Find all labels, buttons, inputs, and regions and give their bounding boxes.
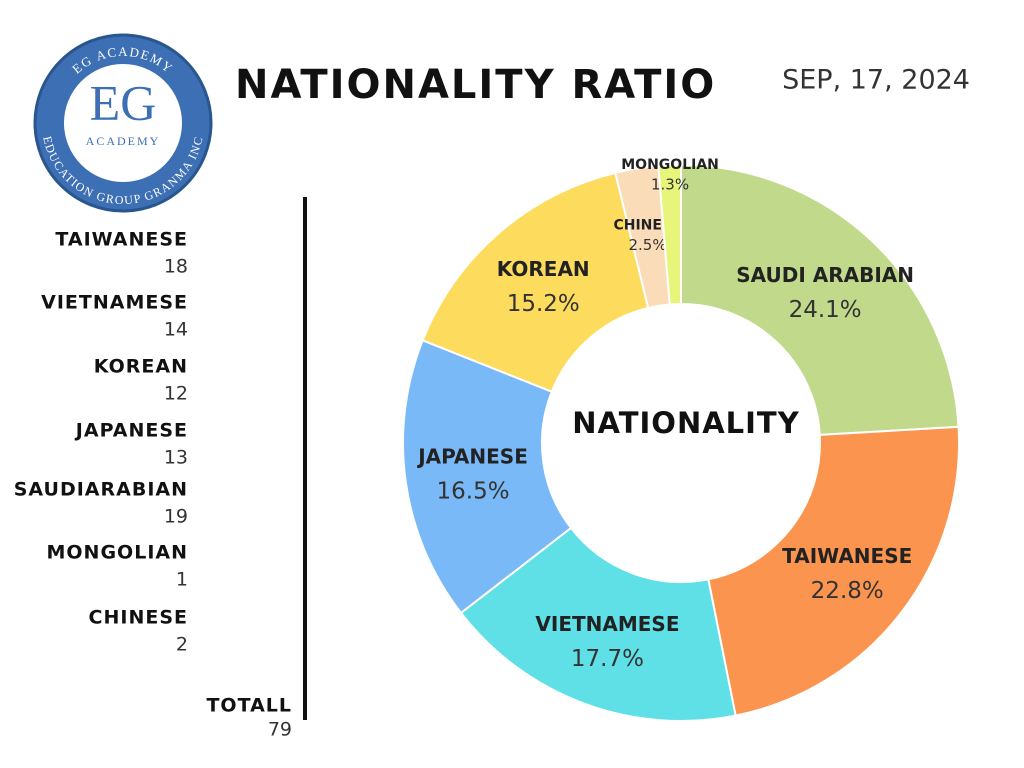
count-value: 18 xyxy=(164,256,188,278)
count-label: VIETNAMESE xyxy=(41,292,188,314)
count-label: KOREAN xyxy=(94,356,188,378)
count-value: 12 xyxy=(164,383,188,405)
counts-list: TAIWANESE18VIETNAMESE14KOREAN12JAPANESE1… xyxy=(14,229,292,741)
date: SEP, 17, 2024 xyxy=(782,65,970,96)
logo: EG ACADEMY EDUCATION GROUP GRANMA INC EG… xyxy=(33,33,213,213)
center-label: NATIONALITY xyxy=(572,406,799,440)
total-label: TOTALL xyxy=(206,695,292,717)
count-value: 13 xyxy=(164,447,188,469)
slice-label: TAIWANESE xyxy=(782,544,912,568)
slice-label: JAPANESE xyxy=(416,445,528,469)
donut-slice xyxy=(707,425,960,717)
logo-mark: EG xyxy=(90,74,157,130)
donut-slice xyxy=(421,171,650,393)
count-label: JAPANESE xyxy=(74,420,188,442)
count-value: 19 xyxy=(164,506,188,528)
logo-sub: ACADEMY xyxy=(86,134,161,148)
slice-label: VIETNAMESE xyxy=(535,612,679,636)
total-value: 79 xyxy=(268,719,292,741)
count-label: CHINESE xyxy=(89,607,188,629)
slice-value: 17.7% xyxy=(571,646,644,672)
slice-value: 2.5% xyxy=(628,236,666,254)
count-value: 1 xyxy=(176,569,188,591)
slice-value: 1.3% xyxy=(651,176,689,194)
slice-label: SAUDI ARABIAN xyxy=(736,263,914,287)
count-label: TAIWANESE xyxy=(55,229,188,251)
count-value: 2 xyxy=(176,634,188,656)
donut-slice xyxy=(657,163,682,306)
count-label: MONGOLIAN xyxy=(47,542,189,564)
slice-label: MONGOLIAN xyxy=(621,157,719,173)
slice-value: 24.1% xyxy=(789,297,862,323)
slice-value: 22.8% xyxy=(811,578,884,604)
slice-value: 15.2% xyxy=(507,291,580,317)
donut-slice xyxy=(402,339,573,615)
slice-label: KOREAN xyxy=(497,257,590,281)
donut-chart: SAUDI ARABIAN 24.1% TAIWANESE 22.8% VIETNAME… xyxy=(402,157,960,722)
count-label: SAUDIARABIAN xyxy=(14,479,188,501)
donut-slice xyxy=(680,163,960,436)
page-title: NATIONALITY RATIO xyxy=(235,62,716,108)
slice-value: 16.5% xyxy=(437,479,510,505)
count-value: 14 xyxy=(164,319,188,341)
donut-slice xyxy=(459,526,737,722)
